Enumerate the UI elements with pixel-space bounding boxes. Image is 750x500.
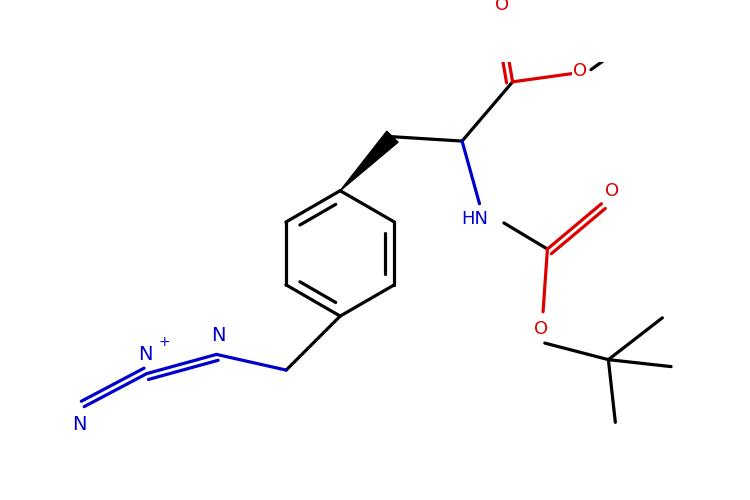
Text: +: + [158,335,170,349]
Text: N: N [138,345,152,364]
Text: O: O [495,0,509,14]
Text: O: O [572,62,586,80]
Polygon shape [340,132,398,190]
Text: N: N [211,326,226,345]
Text: O: O [604,182,619,200]
Text: N: N [73,414,87,434]
Text: HN: HN [462,210,489,228]
Text: O: O [534,320,548,338]
